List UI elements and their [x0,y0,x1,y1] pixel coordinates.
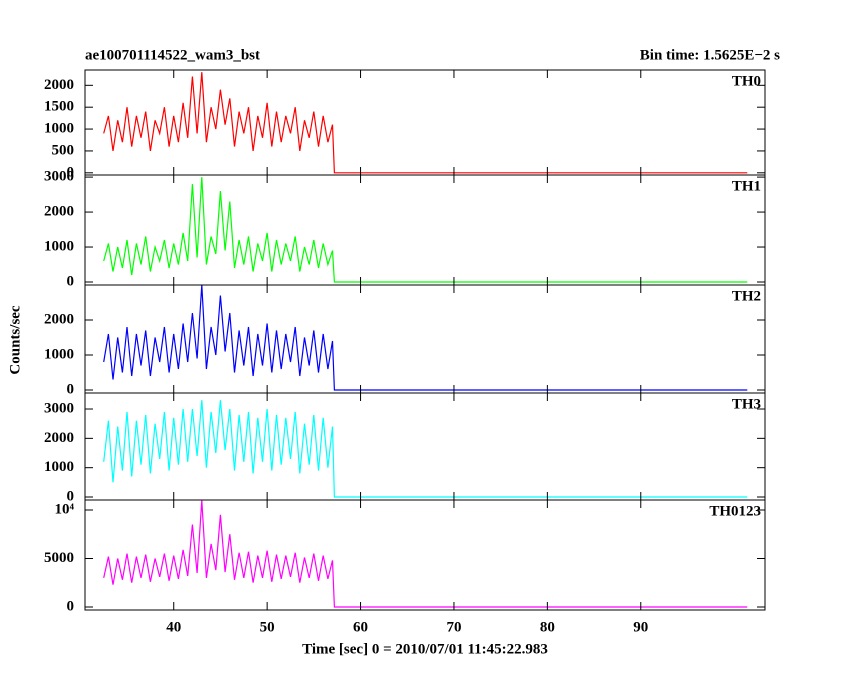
panel-frame [84,284,766,394]
bin-time: Bin time: 1.5625E−2 s [640,47,780,63]
panel-frame [84,392,766,501]
y-tick-label: 1000 [44,238,74,254]
series-label: TH1 [732,178,761,194]
x-axis-label: Time [sec] 0 = 2010/07/01 11:45:22.983 [302,641,548,657]
series-label: TH0123 [709,503,761,519]
y-tick-label: 2000 [44,430,74,446]
y-tick-label: 0 [67,164,75,180]
y-tick-label: 0 [67,273,75,289]
x-tick-label: 70 [446,619,461,635]
x-tick-label: 60 [353,619,368,635]
series-line [103,284,748,391]
y-tick-label: 0 [67,598,75,614]
x-tick-label: 90 [633,619,648,635]
panel-frame [84,499,766,611]
y-tick-label: 1000 [44,459,74,475]
series-label: TH0 [732,73,761,89]
y-tick-label: 1500 [44,99,74,115]
y-tick-label: 0 [67,381,75,397]
series-line [103,72,748,174]
y-tick-label: 3000 [44,400,74,416]
series-label: TH2 [732,288,761,304]
y-tick-label: 2000 [44,311,74,327]
y-tick-label: 10⁴ [55,501,75,517]
x-tick-label: 40 [166,619,181,635]
panel-frame [84,69,766,176]
series-label: TH3 [732,396,761,412]
y-tick-label: 5000 [44,550,74,566]
series-line [103,400,748,498]
panel-frame [84,174,766,286]
x-tick-label: 50 [260,619,275,635]
y-tick-label: 1000 [44,121,74,137]
y-tick-label: 2000 [44,77,74,93]
series-line [103,177,748,283]
chart-title: ae100701114522_wam3_bst [85,47,260,63]
y-tick-label: 0 [67,488,75,504]
x-tick-label: 80 [540,619,555,635]
y-tick-label: 500 [52,142,75,158]
y-tick-label: 2000 [44,204,74,220]
series-line [103,500,748,608]
y-tick-label: 1000 [44,346,74,362]
y-tick-label: 3000 [44,169,74,185]
y-axis-label: Counts/sec [7,305,23,375]
